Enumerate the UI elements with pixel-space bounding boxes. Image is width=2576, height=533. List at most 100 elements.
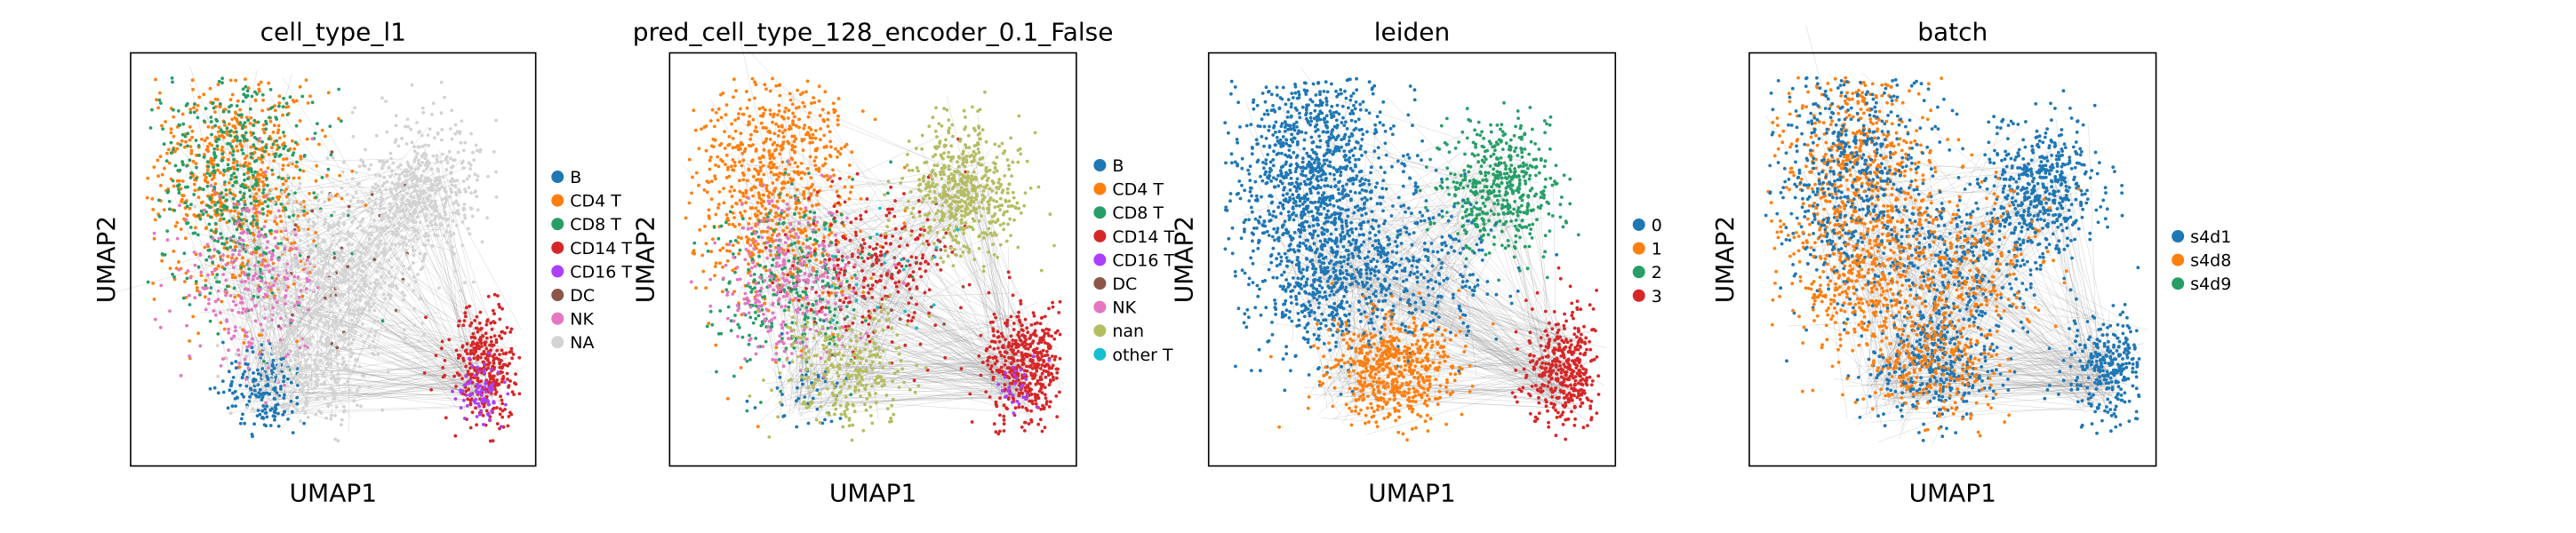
data-point — [260, 146, 265, 150]
data-point — [761, 322, 764, 326]
data-point — [308, 94, 312, 99]
data-point — [219, 255, 222, 259]
data-point — [151, 208, 156, 211]
data-point — [340, 170, 345, 174]
data-point — [244, 186, 248, 190]
data-point — [265, 415, 269, 419]
data-point — [160, 172, 164, 177]
data-point — [285, 377, 290, 381]
data-point — [347, 310, 351, 314]
data-point — [796, 241, 801, 245]
data-point — [188, 158, 192, 163]
data-point — [1042, 359, 1046, 362]
data-point — [260, 272, 264, 275]
data-point — [489, 367, 493, 371]
data-point — [291, 210, 295, 214]
data-point — [243, 203, 247, 207]
data-point — [854, 234, 858, 237]
data-point — [401, 209, 405, 213]
data-point — [260, 330, 263, 335]
data-point — [217, 264, 220, 268]
data-point — [314, 179, 318, 183]
data-point — [325, 173, 329, 178]
data-point — [1055, 370, 1060, 375]
data-point — [448, 230, 452, 235]
data-point — [338, 239, 341, 243]
data-point — [286, 148, 291, 153]
data-point — [282, 379, 285, 384]
data-point — [510, 356, 514, 361]
data-point — [247, 340, 251, 345]
data-point — [246, 259, 251, 264]
data-point — [418, 189, 422, 194]
data-point — [417, 131, 420, 135]
data-point — [319, 247, 324, 251]
data-point — [758, 264, 763, 267]
data-point — [944, 231, 948, 235]
data-point — [452, 232, 456, 235]
data-point — [240, 261, 244, 266]
data-point — [1051, 305, 1055, 309]
data-point — [836, 118, 840, 123]
data-point — [359, 286, 363, 290]
data-point — [807, 216, 812, 220]
data-point — [299, 309, 303, 313]
data-point — [289, 232, 293, 236]
data-point — [1035, 369, 1039, 373]
data-point — [713, 174, 717, 179]
data-point — [221, 195, 226, 200]
data-point — [329, 362, 333, 366]
data-point — [181, 194, 186, 198]
data-point — [273, 418, 276, 422]
data-point — [844, 324, 848, 329]
data-point — [296, 225, 300, 229]
data-point — [739, 140, 743, 145]
data-point — [435, 157, 439, 162]
data-point — [196, 213, 201, 218]
data-point — [759, 401, 763, 404]
data-point — [341, 346, 346, 350]
data-point — [474, 406, 477, 410]
data-point — [360, 199, 364, 203]
data-point — [434, 191, 437, 195]
data-point — [310, 137, 315, 141]
data-point — [307, 375, 310, 378]
data-point — [271, 249, 276, 252]
data-point — [239, 212, 244, 216]
data-point — [301, 406, 306, 410]
data-point — [726, 396, 730, 401]
data-point — [202, 119, 206, 123]
data-point — [430, 206, 435, 210]
data-point — [268, 210, 273, 214]
data-point — [353, 106, 356, 110]
data-point — [382, 206, 386, 211]
data-point — [260, 155, 264, 159]
data-point — [473, 336, 477, 340]
data-point — [347, 290, 351, 295]
data-point — [225, 241, 229, 244]
data-point — [492, 406, 496, 410]
data-point — [479, 341, 484, 346]
data-point — [498, 305, 501, 309]
data-point — [272, 159, 276, 163]
data-point — [739, 147, 742, 151]
data-point — [273, 279, 277, 283]
data-point — [336, 281, 340, 284]
data-point — [260, 297, 264, 301]
data-point — [747, 222, 751, 226]
data-point — [178, 203, 181, 208]
data-point — [501, 377, 505, 381]
data-point — [777, 175, 781, 179]
data-point — [407, 186, 411, 189]
data-point — [823, 156, 828, 161]
data-point — [1022, 344, 1027, 348]
data-point — [1026, 409, 1029, 412]
data-point — [471, 280, 476, 284]
data-point — [315, 307, 319, 311]
data-point — [714, 111, 718, 115]
data-point — [469, 349, 473, 353]
data-point — [817, 227, 820, 232]
data-point — [1004, 338, 1007, 342]
data-point — [249, 155, 253, 160]
data-point — [489, 348, 492, 353]
